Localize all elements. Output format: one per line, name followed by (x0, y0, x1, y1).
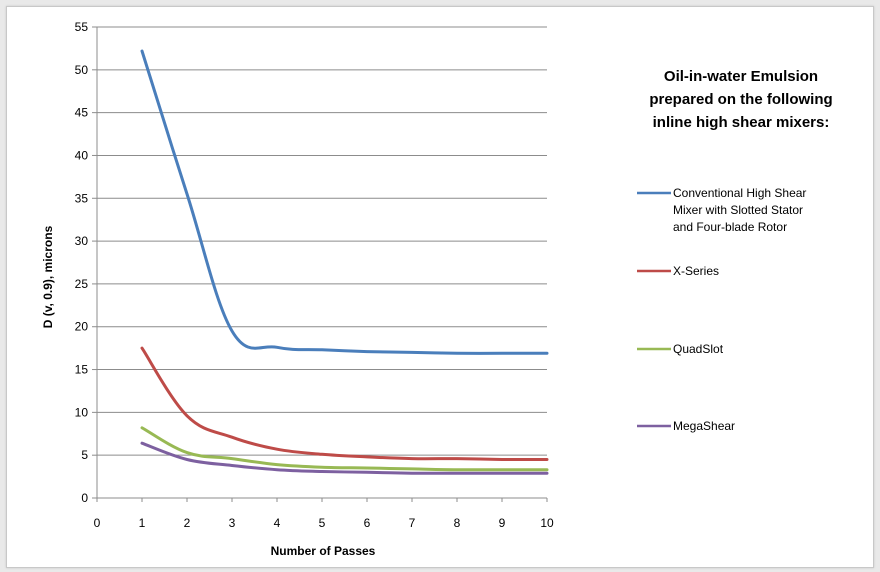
legend: Oil-in-water Emulsion prepared on the fo… (637, 68, 833, 433)
y-tick-label: 10 (75, 405, 89, 419)
axes (92, 26, 548, 502)
y-tick-label: 30 (75, 234, 89, 248)
x-tick-label: 9 (499, 516, 506, 530)
series-line-x-series (140, 346, 549, 462)
y-tick-label: 5 (81, 448, 88, 462)
series-line-quadslot (140, 426, 549, 472)
series-line-conventional-high-shear-mixer-with-slotted-stator-and-four-blade-rotor (140, 49, 549, 355)
x-tick-label: 6 (364, 516, 371, 530)
x-tick-label: 5 (319, 516, 326, 530)
legend-label-quadslot: QuadSlot (673, 342, 724, 356)
y-tick-label: 25 (75, 277, 89, 291)
legend-label-conventional-high-shear-mixer-with-slotted-stator-and-four-blade-rotor: and Four-blade Rotor (673, 220, 787, 234)
legend-label-megashear: MegaShear (673, 419, 735, 433)
series-line-megashear (140, 441, 549, 475)
y-tick-label: 55 (75, 20, 89, 34)
x-tick-label: 8 (454, 516, 461, 530)
x-tick-label: 2 (184, 516, 191, 530)
y-tick-label: 0 (81, 491, 88, 505)
legend-title-line-3: inline high shear mixers: (653, 114, 830, 131)
x-tick-label: 1 (139, 516, 146, 530)
legend-title-line-2: prepared on the following (649, 91, 832, 108)
x-tick-label: 0 (94, 516, 101, 530)
y-tick-label: 40 (75, 148, 89, 162)
x-tick-label: 3 (229, 516, 236, 530)
gridlines (97, 26, 547, 456)
y-tick-label: 15 (75, 363, 89, 377)
y-tick-label: 50 (75, 63, 89, 77)
chart-frame: 0 5 10 15 20 25 30 35 40 45 50 55 0 1 2 3 4 5 6 7 8 9 10 Numbe… (6, 6, 874, 568)
series-lines (140, 49, 549, 475)
y-tick-label: 45 (75, 106, 89, 120)
x-axis-title: Number of Passes (271, 544, 376, 558)
legend-label-conventional-high-shear-mixer-with-slotted-stator-and-four-blade-rotor: Conventional High Shear (673, 186, 806, 200)
y-tick-label: 20 (75, 320, 89, 334)
y-axis-title: D (v, 0.9), microns (41, 225, 55, 328)
x-tick-label: 4 (274, 516, 281, 530)
x-tick-label: 7 (409, 516, 416, 530)
legend-label-x-series: X-Series (673, 264, 719, 278)
x-tick-label: 10 (540, 516, 554, 530)
legend-title-line-1: Oil-in-water Emulsion (664, 68, 818, 85)
y-tick-label: 35 (75, 191, 89, 205)
legend-label-conventional-high-shear-mixer-with-slotted-stator-and-four-blade-rotor: Mixer with Slotted Stator (673, 203, 803, 217)
